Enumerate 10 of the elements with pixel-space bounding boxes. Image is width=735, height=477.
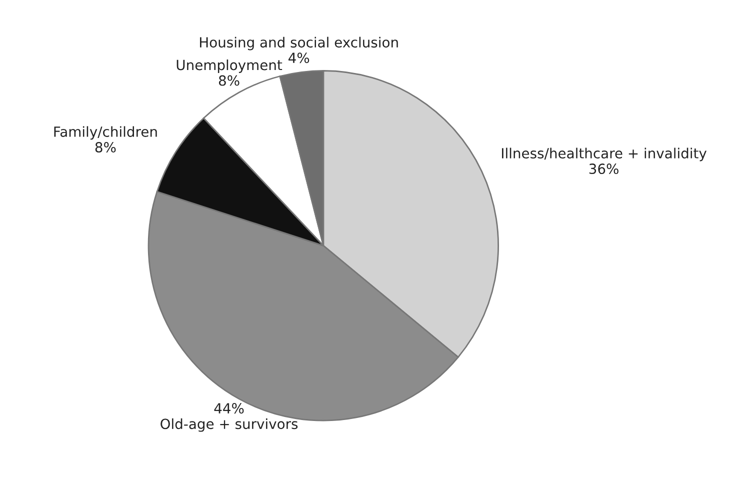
slice-label: Family/children — [54, 126, 157, 140]
slice-label: Unemployment — [176, 60, 282, 73]
slice-label: Housing and social exclusion — [200, 36, 398, 50]
data-label: 44% — [214, 403, 244, 414]
slice-label: Old-age + survivors — [160, 418, 298, 432]
data-label: 4% — [288, 52, 310, 64]
data-label: 36% — [589, 164, 618, 174]
data-label: 8% — [95, 142, 116, 152]
data-label: 8% — [218, 75, 240, 86]
slice-label: Illness/healthcare + invalidity — [502, 148, 707, 162]
